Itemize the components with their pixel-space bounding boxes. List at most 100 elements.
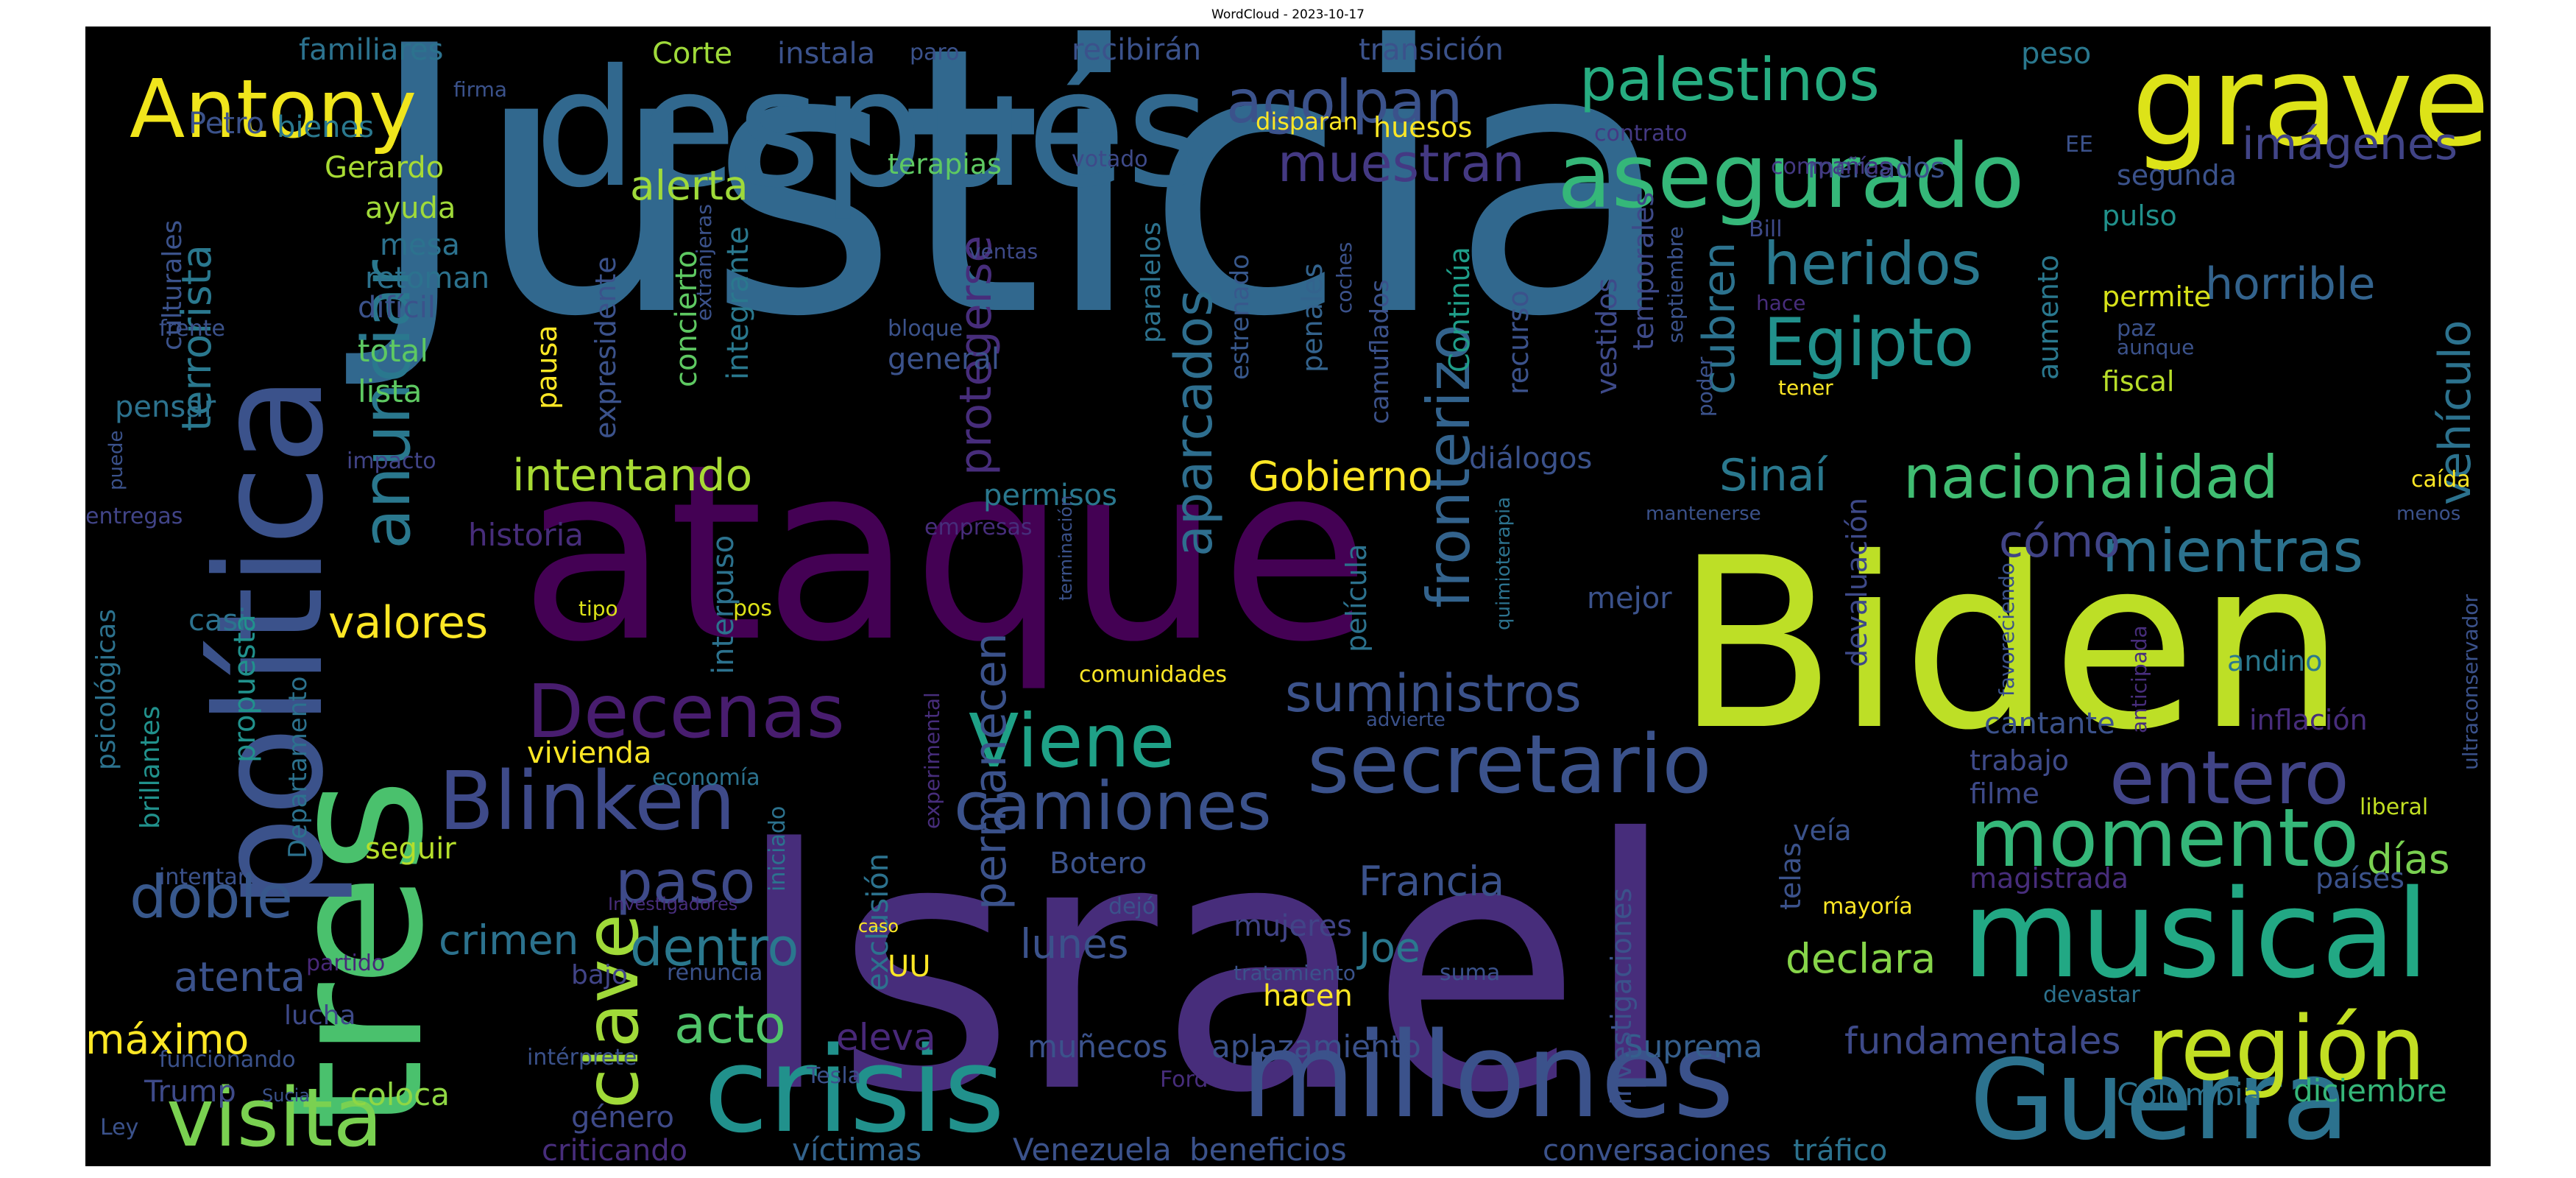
word-trabajo: trabajo bbox=[1970, 744, 2069, 777]
word-tipo: tipo bbox=[578, 596, 618, 621]
word-ayuda: ayuda bbox=[365, 191, 456, 225]
word-protegerse: protegerse bbox=[950, 236, 1002, 476]
word-dejo: dejó bbox=[1108, 894, 1156, 920]
word-firma: firma bbox=[453, 77, 507, 102]
word-doble: doble bbox=[130, 863, 293, 931]
word-recurso: recurso bbox=[1502, 290, 1535, 395]
word-hacen: hacen bbox=[1263, 979, 1353, 1013]
word-paises: países bbox=[2315, 862, 2405, 895]
word-tener: tener bbox=[1778, 375, 1833, 400]
word-trafico: tráfico bbox=[1793, 1134, 1887, 1166]
word-visita: visita bbox=[166, 1071, 383, 1165]
word-vivienda: vivienda bbox=[527, 736, 651, 770]
word-lucha: lucha bbox=[284, 1001, 356, 1031]
word-anunciar: anunciar bbox=[348, 260, 425, 549]
word-eleva: eleva bbox=[836, 1016, 936, 1059]
word-andino: andino bbox=[2227, 645, 2322, 677]
word-culturales: culturales bbox=[158, 220, 188, 350]
word-inflacion: inflación bbox=[2249, 704, 2368, 736]
figure-title: WordCloud - 2023-10-17 bbox=[1211, 7, 1365, 22]
word-vestidos: vestidos bbox=[1590, 278, 1623, 395]
word-dias: días bbox=[2367, 836, 2450, 883]
word-criticando: criticando bbox=[542, 1134, 687, 1166]
word-historia: historia bbox=[468, 517, 584, 553]
word-justicia: Justicia bbox=[342, 27, 1675, 397]
word-valores: valores bbox=[328, 597, 488, 649]
word-economia: economía bbox=[652, 765, 760, 791]
word-millones: millones bbox=[1241, 1006, 1734, 1144]
word-magistrada: magistrada bbox=[1970, 862, 2129, 895]
word-sinai: Sinaí bbox=[1719, 450, 1829, 501]
word-temporales: temporales bbox=[1627, 192, 1660, 350]
word-advierte: advierte bbox=[1366, 709, 1446, 731]
word-funcionando: funcionando bbox=[159, 1047, 296, 1073]
word-joe: Joe bbox=[1356, 924, 1420, 971]
word-comunidades: comunidades bbox=[1079, 662, 1227, 688]
word-mercados: mercados bbox=[1808, 152, 1945, 184]
word-muestran: muestran bbox=[1278, 133, 1525, 194]
word-transicion: transición bbox=[1359, 33, 1504, 67]
word-caso: caso bbox=[858, 916, 899, 937]
word-devaluacion: devaluación bbox=[1841, 498, 1873, 667]
word-entregas: entregas bbox=[85, 504, 183, 529]
word-bajo: bajo bbox=[571, 960, 628, 990]
word-continua: Continúa bbox=[1443, 247, 1476, 373]
word-munecos: muñecos bbox=[1027, 1029, 1168, 1065]
word-gobierno: Gobierno bbox=[1248, 453, 1432, 500]
word-acto: acto bbox=[674, 995, 786, 1055]
word-suma: suma bbox=[1440, 960, 1500, 986]
word-israel: Israel bbox=[733, 766, 1678, 1166]
word-exclusion: exclusión bbox=[861, 853, 895, 991]
word-fronterizo: fronterizo bbox=[1415, 324, 1483, 608]
word-propuesta: propuesta bbox=[228, 614, 262, 763]
word-pelicula: película bbox=[1340, 544, 1373, 652]
word-penales: penales bbox=[1296, 263, 1328, 373]
word-tratamiento: tratamiento bbox=[1234, 961, 1356, 985]
word-asegurado: asegurado bbox=[1557, 126, 2025, 228]
word-caida: caída bbox=[2411, 467, 2471, 493]
word-ley: Ley bbox=[100, 1115, 138, 1140]
word-aparcados: aparcados bbox=[1164, 289, 1224, 557]
word-cubren: cubren bbox=[1694, 242, 1745, 395]
word-pulso: pulso bbox=[2102, 200, 2177, 232]
word-heridos: heridos bbox=[1763, 230, 1981, 298]
word-frente: frente bbox=[159, 316, 225, 342]
word-decenas: Decenas bbox=[527, 669, 845, 755]
word-terminacion: terminación bbox=[1055, 495, 1076, 601]
word-bienes: bienes bbox=[277, 110, 374, 144]
word-general: general bbox=[888, 342, 999, 376]
word-camuflados: camuflados bbox=[1365, 279, 1395, 424]
word-partido: partido bbox=[306, 950, 385, 976]
word-sucia: Sucia bbox=[262, 1085, 310, 1106]
word-concierto: concierto bbox=[670, 250, 704, 387]
word-pos: pos bbox=[733, 596, 772, 621]
wordcloud-canvas: Justicia Israel ataque Biden tres después polí… bbox=[85, 27, 2491, 1166]
word-pausa: pausa bbox=[531, 325, 563, 409]
word-maximo: máximo bbox=[85, 1016, 249, 1063]
word-dificil: difícil bbox=[358, 291, 436, 325]
word-mujeres: mujeres bbox=[1234, 909, 1352, 943]
word-filme: filme bbox=[1970, 777, 2039, 810]
word-venezuela: Venezuela bbox=[1013, 1132, 1172, 1166]
word-brillantes: brillantes bbox=[135, 705, 166, 829]
word-trump: Trump bbox=[144, 1075, 236, 1109]
word-quimioterapia: quimioterapia bbox=[1493, 497, 1515, 630]
word-poder: poder bbox=[1693, 356, 1717, 417]
word-contrato: contrato bbox=[1594, 121, 1687, 147]
word-ee: EE bbox=[2065, 132, 2093, 158]
word-camiones: camiones bbox=[954, 768, 1272, 845]
word-investigadores: Investigadores bbox=[608, 894, 737, 914]
word-pensar: pensar bbox=[115, 390, 216, 424]
word-fiscal: fiscal bbox=[2102, 365, 2174, 398]
word-como: cómo bbox=[1999, 516, 2120, 568]
word-diciembre: diciembre bbox=[2293, 1073, 2447, 1109]
word-coloca: coloca bbox=[350, 1076, 450, 1112]
word-corte: Corte bbox=[652, 37, 732, 71]
word-viene: Viene bbox=[969, 698, 1175, 784]
word-interpuso: interpuso bbox=[707, 535, 740, 674]
word-paro: paro bbox=[910, 40, 959, 66]
word-region: región bbox=[2146, 998, 2426, 1101]
word-integrante: integrante bbox=[721, 226, 755, 380]
word-departamento: Departamento bbox=[283, 677, 313, 858]
word-estrenado: estrenado bbox=[1225, 254, 1255, 380]
